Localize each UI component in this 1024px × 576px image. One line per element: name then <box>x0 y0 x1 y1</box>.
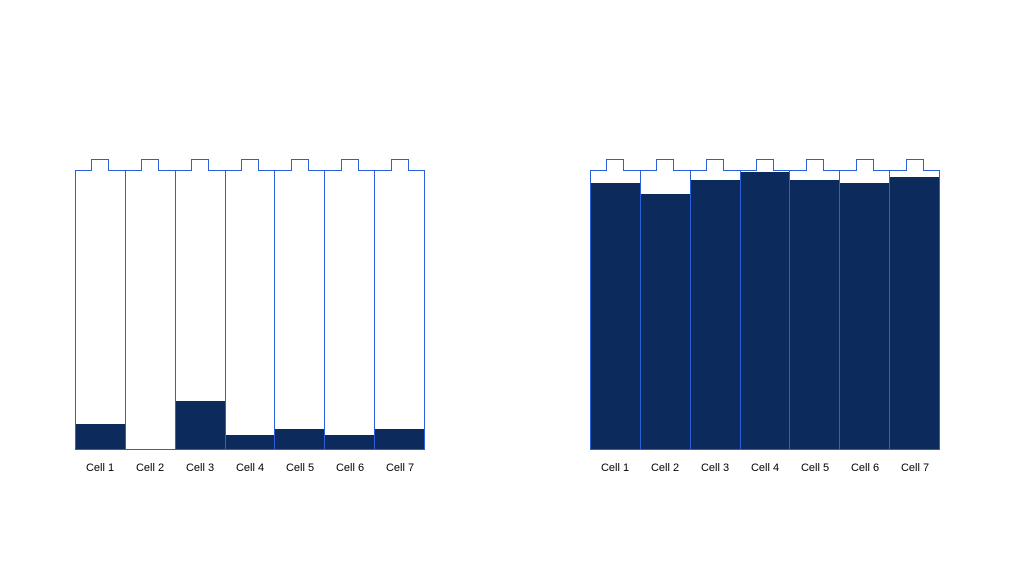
battery-labels-row: Cell 1 Cell 2 Cell 3 Cell 4 Cell 5 Cell … <box>75 462 425 474</box>
battery-fill <box>790 180 839 449</box>
battery-cell-label: Cell 1 <box>75 462 125 474</box>
battery-cells-row <box>590 170 940 450</box>
battery-fill <box>840 183 889 449</box>
battery-cell <box>375 170 425 450</box>
battery-cell <box>691 170 741 450</box>
stage: Cell 1 Cell 2 Cell 3 Cell 4 Cell 5 Cell … <box>0 0 1024 576</box>
battery-fill <box>275 429 324 449</box>
battery-cell-label: Cell 6 <box>325 462 375 474</box>
battery-cap <box>241 159 259 171</box>
battery-cell-label: Cell 1 <box>590 462 640 474</box>
battery-cell <box>790 170 840 450</box>
battery-fill <box>76 424 125 449</box>
battery-cell <box>840 170 890 450</box>
battery-fill <box>591 183 640 449</box>
battery-fill <box>890 177 939 449</box>
battery-cap <box>191 159 209 171</box>
battery-cell-label: Cell 7 <box>375 462 425 474</box>
battery-cell <box>75 170 126 450</box>
battery-cell-label: Cell 4 <box>740 462 790 474</box>
battery-cells-row <box>75 170 425 450</box>
battery-cell <box>890 170 940 450</box>
battery-cell-label: Cell 4 <box>225 462 275 474</box>
battery-fill <box>375 429 424 449</box>
battery-chart-right: Cell 1 Cell 2 Cell 3 Cell 4 Cell 5 Cell … <box>590 170 940 450</box>
battery-cell-label: Cell 3 <box>175 462 225 474</box>
battery-cap <box>656 159 674 171</box>
battery-cell-label: Cell 2 <box>640 462 690 474</box>
battery-cap <box>906 159 924 171</box>
battery-cell <box>226 170 276 450</box>
battery-cell <box>590 170 641 450</box>
battery-cap <box>756 159 774 171</box>
battery-chart-left: Cell 1 Cell 2 Cell 3 Cell 4 Cell 5 Cell … <box>75 170 425 450</box>
battery-cell-label: Cell 6 <box>840 462 890 474</box>
battery-fill <box>226 435 275 449</box>
battery-cap <box>341 159 359 171</box>
battery-fill <box>641 194 690 449</box>
battery-cap <box>291 159 309 171</box>
battery-cell <box>641 170 691 450</box>
battery-cell <box>275 170 325 450</box>
battery-cell-label: Cell 7 <box>890 462 940 474</box>
battery-cell-label: Cell 2 <box>125 462 175 474</box>
battery-cap <box>91 159 109 171</box>
battery-fill <box>741 172 790 449</box>
battery-cell-label: Cell 5 <box>790 462 840 474</box>
battery-cell-label: Cell 3 <box>690 462 740 474</box>
battery-fill <box>325 435 374 449</box>
battery-fill <box>176 401 225 449</box>
battery-cell-label: Cell 5 <box>275 462 325 474</box>
battery-labels-row: Cell 1 Cell 2 Cell 3 Cell 4 Cell 5 Cell … <box>590 462 940 474</box>
battery-cap <box>391 159 409 171</box>
battery-fill <box>691 180 740 449</box>
battery-cell <box>176 170 226 450</box>
battery-cap <box>856 159 874 171</box>
battery-cap <box>606 159 624 171</box>
battery-cap <box>141 159 159 171</box>
battery-cap <box>706 159 724 171</box>
battery-cap <box>806 159 824 171</box>
battery-cell <box>126 170 176 450</box>
battery-cell <box>741 170 791 450</box>
battery-cell <box>325 170 375 450</box>
